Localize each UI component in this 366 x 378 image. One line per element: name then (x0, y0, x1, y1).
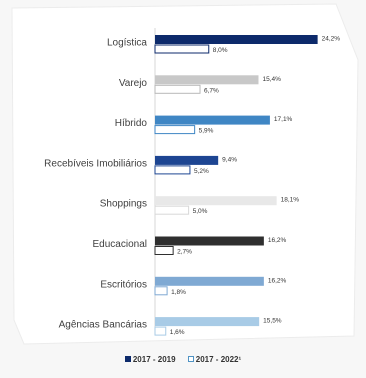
bar-2017-2019-agencias-bancarias (155, 317, 260, 327)
value-label-2017-2022-logistica: 8,0% (213, 47, 228, 54)
bar-2017-2019-hibrido (155, 115, 270, 125)
bar-2017-2022-escritorios (154, 286, 168, 296)
category-label-logistica: Logística (107, 38, 147, 49)
legend-swatch-outline (187, 356, 194, 362)
bar-chart: Logística 24,2% 8,0% Varejo 15,4% 6,7% Híbrido… (11, 3, 359, 345)
category-label-escritorios: Escritórios (100, 279, 147, 290)
bar-2017-2022-agencias-bancarias (154, 326, 167, 336)
category-label-hibrido: Híbrido (115, 118, 148, 129)
category-label-shoppings: Shoppings (100, 199, 147, 210)
legend: 2017 - 2019 2017 - 2022¹ (0, 355, 366, 364)
category-label-recebiveis-imobiliarios: Recebíveis Imobiliários (44, 158, 147, 169)
value-label-2017-2019-recebiveis-imobiliarios: 9,4% (222, 156, 237, 163)
category-label-varejo: Varejo (119, 78, 148, 89)
value-label-2017-2019-agencias-bancarias: 15,5% (263, 318, 282, 325)
category-label-agencias-bancarias: Agências Bancárias (59, 320, 147, 331)
bar-2017-2022-hibrido (154, 125, 196, 135)
value-label-2017-2022-varejo: 6,7% (204, 87, 219, 94)
value-label-2017-2019-logistica: 24,2% (322, 36, 341, 43)
value-label-2017-2019-hibrido: 17,1% (274, 116, 293, 123)
bar-2017-2019-logistica (155, 35, 318, 44)
legend-item-2017-2022: 2017 - 2022¹ (187, 355, 242, 364)
bar-2017-2019-escritorios (155, 276, 264, 286)
value-label-2017-2019-escritorios: 16,2% (268, 277, 287, 284)
bar-2017-2022-recebiveis-imobiliarios (154, 165, 191, 175)
value-label-2017-2022-recebiveis-imobiliarios: 5,2% (194, 168, 209, 175)
value-label-2017-2019-educacional: 16,2% (268, 237, 287, 244)
value-label-2017-2019-shoppings: 18,1% (281, 197, 300, 204)
value-label-2017-2022-shoppings: 5,0% (193, 208, 208, 215)
legend-label: 2017 - 2019 (132, 355, 176, 364)
bar-2017-2019-varejo (155, 75, 259, 85)
bar-2017-2019-shoppings (155, 196, 277, 206)
bar-2017-2019-recebiveis-imobiliarios (155, 155, 219, 165)
bar-2017-2022-shoppings (154, 205, 190, 215)
value-label-2017-2022-escritorios: 1,8% (171, 289, 186, 296)
legend-label: 2017 - 2022¹ (195, 355, 242, 364)
value-label-2017-2022-educacional: 2,7% (177, 249, 192, 256)
bar-2017-2022-logistica (154, 44, 210, 54)
legend-item-2017-2019: 2017 - 2019 (124, 355, 176, 364)
value-label-2017-2022-agencias-bancarias: 1,6% (170, 329, 185, 336)
bar-2017-2019-educacional (155, 236, 264, 246)
bar-2017-2022-educacional (154, 246, 174, 255)
value-label-2017-2022-hibrido: 5,9% (199, 128, 214, 135)
category-label-educacional: Educacional (93, 239, 147, 250)
bar-2017-2022-varejo (154, 84, 201, 94)
legend-swatch-filled (124, 356, 131, 362)
value-label-2017-2019-varejo: 15,4% (262, 76, 281, 83)
